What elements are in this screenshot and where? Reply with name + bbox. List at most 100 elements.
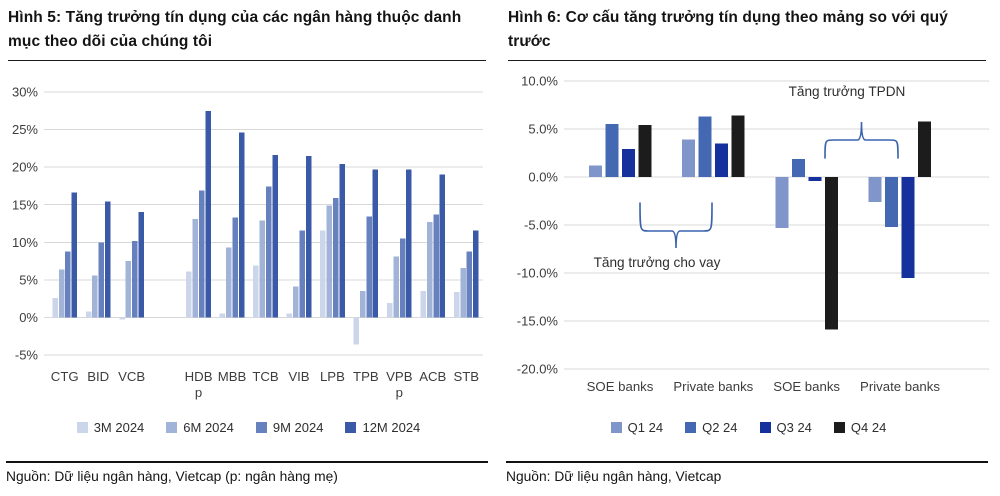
legend-marker-q3-24 (759, 421, 771, 433)
ytick-label--5: -5.0% (524, 218, 558, 233)
legend-label-q1-24: Q1 24 (627, 419, 664, 435)
ytick-label-5: 5.0% (528, 122, 558, 137)
bar-mbb-6m-2024 (226, 247, 232, 318)
bar-private-banks-q1-24 (682, 139, 696, 177)
bar-soe-banks-q4-24 (638, 125, 652, 177)
xtick-sublabel-vpb: p (396, 385, 403, 400)
ytick-label--15: -15.0% (517, 314, 559, 329)
bar-tpb-12m-2024 (372, 169, 379, 318)
ytick-label-25: 25% (12, 122, 38, 137)
bar-bid-9m-2024 (98, 242, 105, 318)
bar-ctg-6m-2024 (58, 269, 65, 318)
legend-item-q4-24: Q4 24 (833, 420, 886, 435)
bar-vib-6m-2024 (293, 286, 299, 318)
ytick-label-30: 30% (12, 85, 38, 100)
figure6-title-rule (508, 60, 986, 61)
bar-soe-banks-q2-24 (791, 158, 805, 177)
bar-mbb-12m-2024 (238, 132, 245, 318)
bar-tpb-6m-2024 (359, 291, 366, 318)
brace-t-ng-tr-ng-cho-vay (639, 202, 713, 249)
bar-mbb-3m-2024 (219, 313, 226, 318)
bar-private-banks-q4-24 (918, 121, 932, 177)
bar-tcb-6m-2024 (259, 220, 266, 318)
bar-bid-12m-2024 (105, 201, 111, 318)
legend-label-9m-2024: 9M 2024 (272, 419, 324, 435)
figure6-panel: Hình 6: Cơ cấu tăng trưởng tín dụng theo… (500, 0, 997, 496)
ytick-label-15: 15% (12, 197, 38, 212)
bar-vcb-6m-2024 (125, 261, 132, 318)
legend-item-q1-24: Q1 24 (610, 419, 664, 435)
bar-ctg-3m-2024 (52, 297, 58, 318)
legend-label-q3-24: Q3 24 (776, 419, 812, 435)
ytick-label--5: -5% (15, 348, 39, 363)
bar-tcb-9m-2024 (265, 186, 272, 318)
bar-tcb-3m-2024 (253, 265, 259, 318)
figure6-chart: 10.0% 5.0% 0.0% -5.0% -10.0% -15.0% -20.0% SOE … (517, 74, 989, 394)
legend-marker-q2-24 (685, 421, 697, 433)
bar-acb-9m-2024 (433, 214, 439, 318)
bar-hdb-9m-2024 (199, 190, 205, 318)
legend-marker-3m-2024 (76, 421, 88, 433)
xtick-label-ctg: CTG (51, 369, 79, 384)
bar-soe-banks-q1-24 (588, 165, 602, 177)
legend-item-9m-2024: 9M 2024 (255, 419, 324, 435)
bar-tpb-3m-2024 (353, 317, 360, 345)
bar-private-banks-q3-24 (901, 177, 915, 278)
bar-private-banks-q1-24 (868, 177, 882, 202)
bar-private-banks-q3-24 (715, 143, 729, 177)
figure5-title-rule (8, 60, 486, 61)
bar-soe-banks-q3-24 (621, 149, 635, 177)
bar-mbb-9m-2024 (232, 217, 238, 318)
figure6-title: Hình 6: Cơ cấu tăng trưởng tín dụng theo… (508, 9, 948, 51)
legend-label-12m-2024: 12M 2024 (362, 419, 421, 435)
ytick-label--20: -20.0% (517, 362, 559, 377)
bar-private-banks-q4-24 (731, 115, 745, 177)
legend-label-3m-2024: 3M 2024 (93, 419, 145, 435)
figure5-legend: 3M 2024 6M 2024 9M 2024 12M 2024 (0, 414, 497, 440)
legend-label-6m-2024: 6M 2024 (183, 419, 234, 435)
bar-tpb-9m-2024 (366, 216, 372, 318)
ytick-label-0: 0% (19, 310, 38, 325)
bar-private-banks-q2-24 (698, 116, 712, 177)
bar-vpb-12m-2024 (406, 169, 412, 318)
bar-lpb-9m-2024 (332, 197, 339, 318)
bar-bid-6m-2024 (92, 275, 98, 318)
xtick-label-tpb: TPB (353, 369, 379, 384)
bar-ctg-12m-2024 (71, 192, 78, 318)
figure5-source-text: Nguồn: Dữ liệu ngân hàng, Vietcap (p: ng… (6, 469, 338, 484)
bar-vpb-3m-2024 (386, 303, 393, 318)
bar-stb-12m-2024 (473, 230, 479, 318)
bar-vcb-9m-2024 (132, 240, 138, 318)
bar-vib-3m-2024 (286, 313, 293, 318)
bar-stb-9m-2024 (466, 251, 473, 318)
xtick-label-hdb: HDB (185, 369, 213, 384)
annotation-t-ng-tr-ng-tpdn: Tăng trưởng TPDN (789, 84, 906, 99)
figure6-source-text: Nguồn: Dữ liệu ngân hàng, Vietcap (506, 469, 722, 484)
figure5-footer: Nguồn: Dữ liệu ngân hàng, Vietcap (p: ng… (6, 461, 488, 484)
legend-marker-12m-2024 (345, 421, 357, 433)
bar-vpb-6m-2024 (393, 256, 399, 318)
figure6-legend: Q1 24 Q2 24 Q3 24 Q4 24 (500, 414, 997, 440)
bar-private-banks-q2-24 (885, 177, 899, 227)
figure5-panel: Hình 5: Tăng trưởng tín dụng của các ngâ… (0, 0, 497, 496)
bar-soe-banks-q1-24 (775, 177, 789, 228)
bar-ctg-9m-2024 (65, 251, 71, 318)
legend-marker-q1-24 (610, 421, 622, 433)
legend-item-12m-2024: 12M 2024 (345, 420, 420, 435)
brace-t-ng-tr-ng-tpdn (824, 121, 899, 159)
bar-tcb-12m-2024 (272, 155, 278, 318)
bar-acb-6m-2024 (426, 221, 433, 318)
xtick-label-vcb: VCB (118, 369, 145, 384)
bar-bid-3m-2024 (85, 311, 92, 318)
xtick-label-soe-banks: SOE banks (587, 379, 654, 394)
ytick-label-10: 10% (12, 235, 38, 250)
figure5-title: Hình 5: Tăng trưởng tín dụng của các ngâ… (8, 9, 462, 51)
ytick-label-10: 10.0% (521, 74, 558, 89)
bar-vpb-9m-2024 (399, 238, 406, 318)
xtick-label-private-banks: Private banks (673, 379, 753, 394)
legend-item-q2-24: Q2 24 (685, 420, 738, 435)
annotation-t-ng-tr-ng-cho-vay: Tăng trưởng cho vay (594, 255, 721, 270)
ytick-label-0: 0.0% (528, 170, 558, 185)
xtick-label-soe-banks: SOE banks (773, 379, 840, 394)
